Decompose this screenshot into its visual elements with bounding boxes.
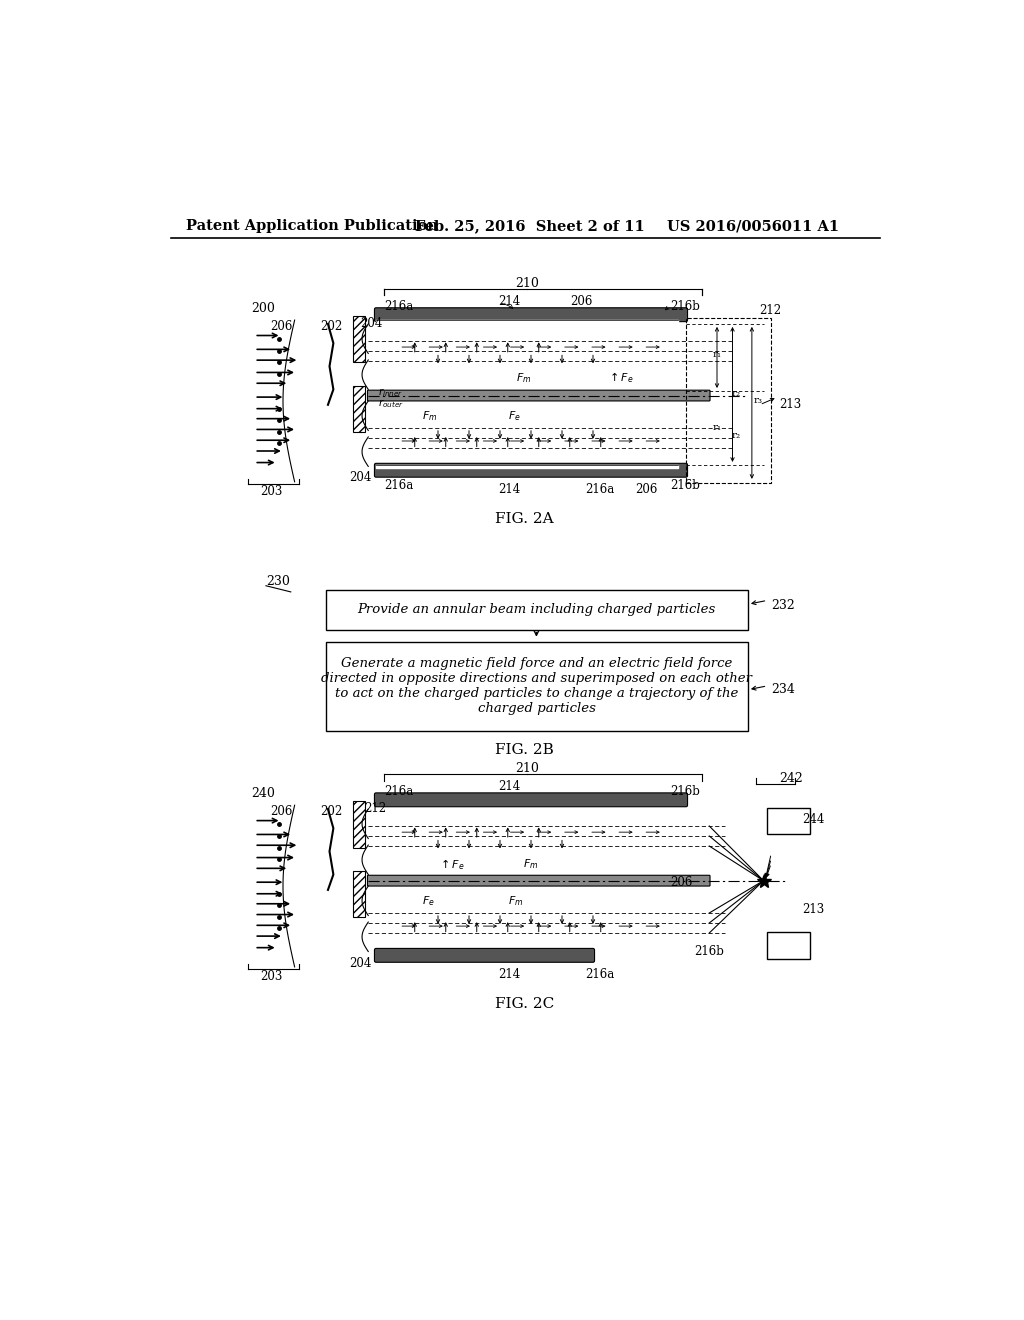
Text: Generate a magnetic field force and an electric field force
directed in opposite: Generate a magnetic field force and an e…: [322, 657, 753, 715]
Text: 234: 234: [771, 684, 795, 696]
Text: 216b: 216b: [693, 945, 724, 958]
Text: 202: 202: [321, 319, 342, 333]
Bar: [686, 318, 771, 483]
Bar: [352, 801, 366, 847]
FancyBboxPatch shape: [368, 391, 710, 401]
Text: 206: 206: [569, 296, 592, 308]
Text: 206: 206: [636, 483, 658, 496]
FancyBboxPatch shape: [375, 308, 687, 322]
Text: Feb. 25, 2016  Sheet 2 of 11: Feb. 25, 2016 Sheet 2 of 11: [415, 219, 644, 234]
Text: $F_m$: $F_m$: [523, 858, 539, 871]
Bar: [352, 385, 366, 432]
Bar: [326, 590, 748, 630]
Text: US 2016/0056011 A1: US 2016/0056011 A1: [667, 219, 839, 234]
Text: $F_m$: $F_m$: [515, 371, 531, 384]
Text: 210: 210: [515, 277, 539, 289]
Text: 213: 213: [779, 399, 801, 412]
Text: Patent Application Publication: Patent Application Publication: [186, 219, 438, 234]
Text: 203: 203: [260, 970, 283, 983]
Bar: [326, 642, 748, 730]
Text: 230: 230: [266, 574, 290, 587]
Text: 240: 240: [252, 787, 275, 800]
Text: r₁: r₁: [713, 424, 722, 433]
Text: 204: 204: [349, 471, 372, 484]
Text: $r_{outer}$: $r_{outer}$: [378, 397, 404, 411]
Text: r₂: r₂: [732, 432, 741, 440]
Text: 206: 206: [270, 805, 292, 818]
Bar: [767, 808, 810, 834]
Text: $\uparrow$$F_e$: $\uparrow$$F_e$: [438, 857, 465, 873]
Text: 214: 214: [499, 968, 520, 981]
Text: r₃: r₃: [754, 396, 763, 405]
Text: 206: 206: [671, 875, 693, 888]
Text: 206: 206: [270, 319, 292, 333]
Text: $\uparrow$$F_e$: $\uparrow$$F_e$: [607, 371, 634, 385]
Bar: [352, 871, 366, 917]
Text: FIG. 2C: FIG. 2C: [496, 997, 554, 1011]
FancyBboxPatch shape: [375, 949, 595, 962]
Text: 210: 210: [515, 762, 539, 775]
FancyBboxPatch shape: [375, 463, 687, 478]
Text: 214: 214: [499, 296, 520, 308]
Text: 244: 244: [802, 813, 824, 825]
Bar: [767, 932, 810, 960]
Text: FIG. 2A: FIG. 2A: [496, 512, 554, 525]
Text: 214: 214: [499, 780, 520, 793]
Text: 212: 212: [365, 801, 386, 814]
Text: 200: 200: [252, 302, 275, 315]
Bar: [352, 317, 366, 363]
Text: 216b: 216b: [671, 785, 700, 797]
Text: 204: 204: [360, 317, 383, 330]
FancyBboxPatch shape: [368, 875, 710, 886]
FancyBboxPatch shape: [375, 793, 687, 807]
Text: 216b: 216b: [671, 479, 700, 492]
Text: $F_m$: $F_m$: [423, 409, 438, 424]
Text: 202: 202: [321, 805, 342, 818]
Text: FIG. 2B: FIG. 2B: [496, 743, 554, 756]
Text: 216a: 216a: [384, 785, 413, 797]
Text: 203: 203: [260, 486, 283, 499]
Text: Provide an annular beam including charged particles: Provide an annular beam including charge…: [357, 603, 716, 616]
Text: 232: 232: [771, 599, 795, 612]
Text: 212: 212: [760, 305, 781, 317]
Text: $F_m$: $F_m$: [508, 895, 523, 908]
Text: $F_e$: $F_e$: [423, 895, 435, 908]
Text: 216b: 216b: [671, 300, 700, 313]
Text: 242: 242: [779, 772, 803, 785]
Text: $r_{inner}$: $r_{inner}$: [378, 385, 403, 399]
Text: 214: 214: [499, 483, 520, 496]
Text: r₁: r₁: [713, 350, 722, 359]
Text: $F_e$: $F_e$: [508, 409, 520, 424]
Text: 216a: 216a: [586, 483, 614, 496]
Text: 216a: 216a: [384, 300, 413, 313]
Text: 216a: 216a: [586, 968, 614, 981]
Text: r₂: r₂: [732, 389, 741, 397]
Text: 213: 213: [802, 903, 824, 916]
Text: 216a: 216a: [384, 479, 413, 492]
Text: 204: 204: [349, 957, 372, 970]
